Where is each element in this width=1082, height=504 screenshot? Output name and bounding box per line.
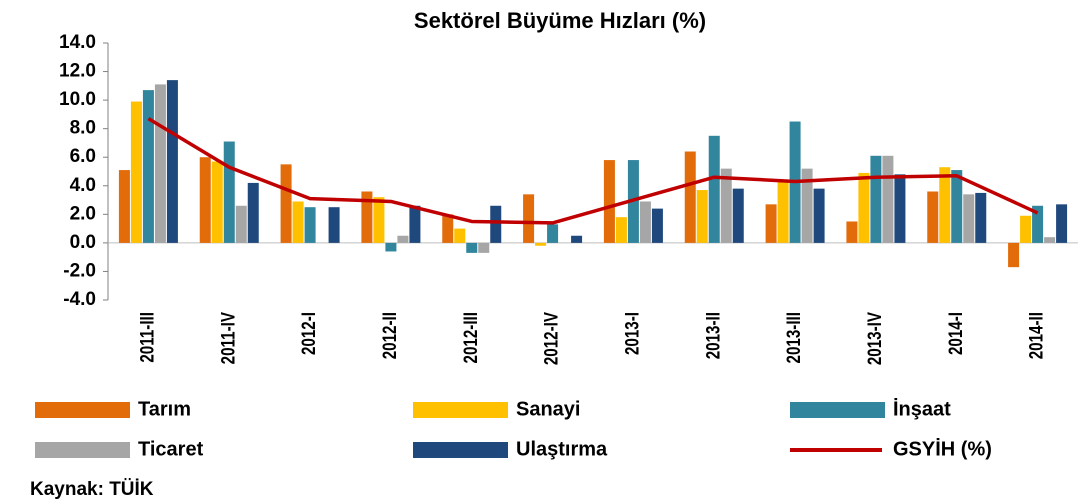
y-tick-label: 4.0 — [70, 175, 96, 196]
chart-title: Sektörel Büyüme Hızları (%) — [414, 8, 706, 33]
x-tick-label: 2013-IV — [863, 312, 885, 366]
legend-label: Sanayi — [516, 398, 580, 420]
bar — [547, 224, 559, 243]
x-tick-label: 2012-II — [378, 312, 400, 359]
bar — [571, 235, 583, 243]
legend-label: İnşaat — [893, 397, 951, 420]
source: Kaynak: TÜİK — [30, 479, 154, 500]
bar — [1032, 205, 1044, 243]
bar — [199, 157, 211, 243]
bar — [490, 205, 502, 243]
bar — [211, 161, 223, 243]
legend-swatch — [413, 402, 508, 418]
bar — [801, 168, 813, 243]
y-tick-label: 8.0 — [70, 118, 96, 139]
bar — [328, 207, 340, 243]
bar — [409, 205, 421, 243]
bar — [927, 191, 939, 243]
bar — [385, 242, 397, 252]
legend-swatch — [35, 402, 130, 418]
bar — [882, 155, 894, 243]
bar — [304, 207, 316, 243]
legend-label: Tarım — [138, 398, 191, 420]
bar — [846, 221, 858, 243]
y-tick-label: -2.0 — [63, 260, 96, 281]
bar — [166, 80, 178, 243]
bar — [708, 135, 720, 243]
y-tick-label: 0.0 — [70, 232, 96, 253]
bar — [523, 194, 535, 243]
x-tick-label: 2011-III — [136, 312, 158, 363]
bar — [118, 170, 130, 243]
legend-swatch — [790, 402, 885, 418]
bar — [223, 141, 235, 243]
x-tick-label: 2013-III — [782, 312, 804, 364]
bar — [651, 208, 663, 243]
bar — [1044, 237, 1056, 243]
bar — [765, 204, 777, 243]
bar — [684, 151, 696, 243]
x-tick-label: 2013-I — [621, 312, 643, 355]
y-tick-label: 12.0 — [59, 61, 96, 82]
y-tick-label: 10.0 — [59, 89, 96, 110]
bar — [1056, 204, 1068, 243]
bar — [870, 155, 882, 243]
y-tick-label: 2.0 — [70, 203, 96, 224]
bar — [615, 217, 627, 243]
bar — [858, 172, 870, 243]
bar — [154, 84, 166, 243]
x-tick-label: 2012-IV — [540, 312, 562, 366]
bar — [142, 90, 154, 243]
x-tick-label: 2014-I — [944, 312, 966, 355]
legend-swatch — [35, 442, 130, 458]
bar — [813, 188, 825, 243]
bar — [535, 242, 547, 246]
bar — [1020, 215, 1032, 243]
y-tick-label: 6.0 — [70, 146, 96, 167]
bar — [247, 182, 259, 243]
bar — [466, 242, 478, 253]
bar — [639, 201, 651, 243]
bar — [130, 101, 142, 243]
bar — [235, 205, 247, 243]
line — [147, 117, 1039, 225]
legend-label: GSYİH (%) — [893, 437, 992, 460]
bar — [975, 192, 987, 243]
x-tick-label: 2014-II — [1025, 312, 1047, 359]
bar — [963, 194, 975, 243]
y-tick-label: 14.0 — [59, 32, 96, 53]
x-tick-label: 2013-II — [702, 312, 724, 359]
bar — [696, 190, 708, 243]
bar — [292, 201, 304, 243]
bar — [442, 214, 454, 243]
bar — [603, 160, 615, 243]
legend-swatch — [413, 442, 508, 458]
legend-label: Ticaret — [138, 438, 204, 460]
x-tick-label: 2011-IV — [217, 312, 239, 365]
bar — [280, 164, 292, 243]
bar — [777, 181, 789, 243]
bar — [939, 167, 951, 243]
x-tick-label: 2012-III — [459, 312, 481, 364]
bar — [397, 235, 409, 243]
y-tick-label: -4.0 — [63, 289, 96, 310]
bar — [1008, 242, 1020, 268]
bar — [732, 188, 744, 243]
bar — [894, 174, 906, 243]
bar — [951, 170, 963, 243]
bar — [720, 168, 732, 243]
legend-label: Ulaştırma — [516, 438, 608, 460]
bar — [478, 242, 490, 253]
bar — [373, 197, 385, 243]
bar — [361, 191, 373, 243]
bar — [454, 228, 466, 243]
x-tick-label: 2012-I — [297, 312, 319, 355]
